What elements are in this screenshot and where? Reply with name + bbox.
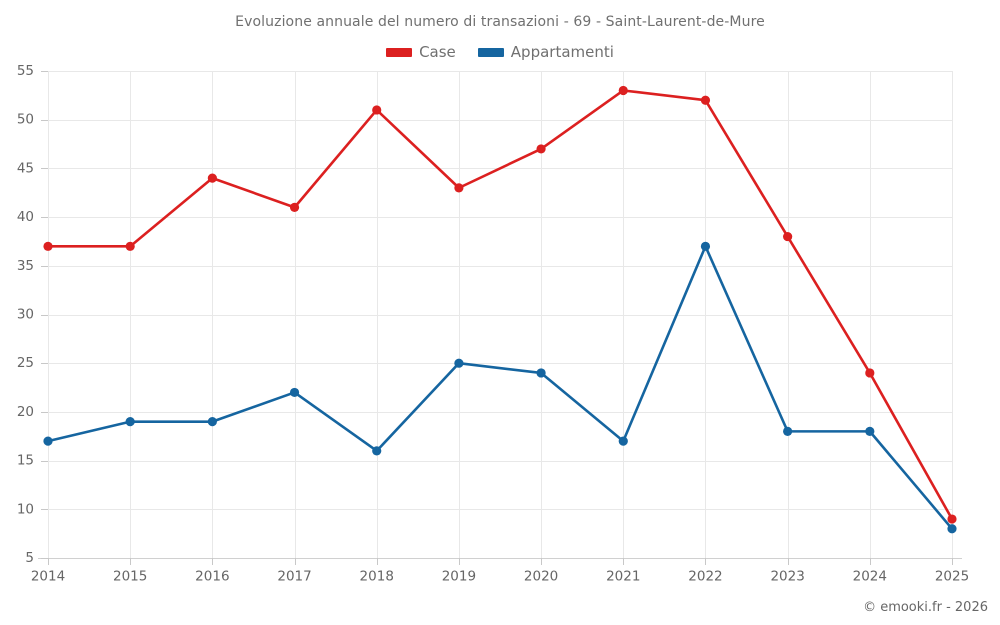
data-point-appartamenti-2017[interactable] [289,387,300,398]
y-axis-label: 25 [17,355,34,371]
data-point-case-2018[interactable] [372,105,382,115]
legend-swatch-case [386,47,413,57]
y-axis-label: 5 [25,550,34,566]
x-axis-label: 2019 [442,569,476,585]
y-axis-label: 20 [17,404,34,420]
data-point-case-2014[interactable] [43,241,53,251]
x-axis-label: 2025 [935,569,969,585]
y-axis-label: 35 [17,258,34,274]
data-point-case-2019[interactable] [454,183,464,193]
y-axis-label: 30 [17,307,34,323]
x-axis-label: 2020 [524,569,558,585]
data-point-appartamenti-2014[interactable] [43,436,53,446]
y-axis-label: 50 [17,112,34,128]
legend-item-appartamenti[interactable]: Appartamenti [477,43,614,61]
x-axis-label: 2014 [31,569,65,585]
credit-text: © emooki.fr - 2026 [863,600,988,615]
legend-label-case: Case [419,43,456,61]
data-point-appartamenti-2021[interactable] [618,436,628,446]
x-axis-label: 2022 [688,569,722,585]
data-point-case-2015[interactable] [125,241,135,251]
data-point-appartamenti-2023[interactable] [783,426,793,436]
x-axis-label: 2024 [853,569,887,585]
data-point-appartamenti-2016[interactable] [207,417,217,427]
legend-item-case[interactable]: Case [386,43,456,61]
legend-swatch-appartamenti [477,47,504,57]
grid-lines [48,71,953,559]
data-point-appartamenti-2019[interactable] [454,358,464,368]
chart-legend: Case Appartamenti [0,43,1000,61]
data-point-appartamenti-2020[interactable] [536,368,546,378]
y-axis-label: 55 [17,63,34,79]
y-axis-label: 45 [17,160,34,176]
y-axis-tick-labels: 5 10 15 20 25 30 35 40 45 50 55 [17,63,34,566]
legend-label-appartamenti: Appartamenti [510,43,614,61]
data-point-appartamenti-2022[interactable] [700,241,711,251]
data-point-case-2023[interactable] [783,231,793,242]
data-point-case-2025[interactable] [947,514,957,524]
data-point-appartamenti-2025[interactable] [947,524,957,534]
data-series-layer [43,85,957,534]
data-point-appartamenti-2015[interactable] [125,417,135,427]
series-line-case [46,89,954,521]
data-point-case-2020[interactable] [536,144,546,154]
x-axis-label: 2018 [360,569,394,585]
data-point-case-2021[interactable] [618,85,628,96]
x-axis-label: 2016 [195,569,229,585]
tick-marks [41,71,953,565]
y-axis-label: 10 [17,501,34,517]
x-axis-label: 2023 [770,569,804,585]
x-axis-label: 2015 [113,569,147,585]
x-axis-label: 2017 [277,569,311,585]
series-line-appartamenti [46,245,954,531]
x-axis-tick-labels: 2014 2015 2016 2017 2018 2019 2020 2021 2022 2023… [31,569,969,585]
y-axis-label: 15 [17,453,34,469]
x-axis-label: 2021 [606,569,640,585]
data-point-appartamenti-2024[interactable] [865,426,875,436]
data-point-case-2017[interactable] [289,202,300,212]
y-axis-label: 40 [17,209,34,225]
chart-title: Evoluzione annuale del numero di transaz… [235,14,765,30]
data-point-case-2016[interactable] [207,173,217,183]
data-point-case-2024[interactable] [865,368,875,378]
data-point-appartamenti-2018[interactable] [372,446,382,456]
data-point-case-2022[interactable] [700,95,711,105]
